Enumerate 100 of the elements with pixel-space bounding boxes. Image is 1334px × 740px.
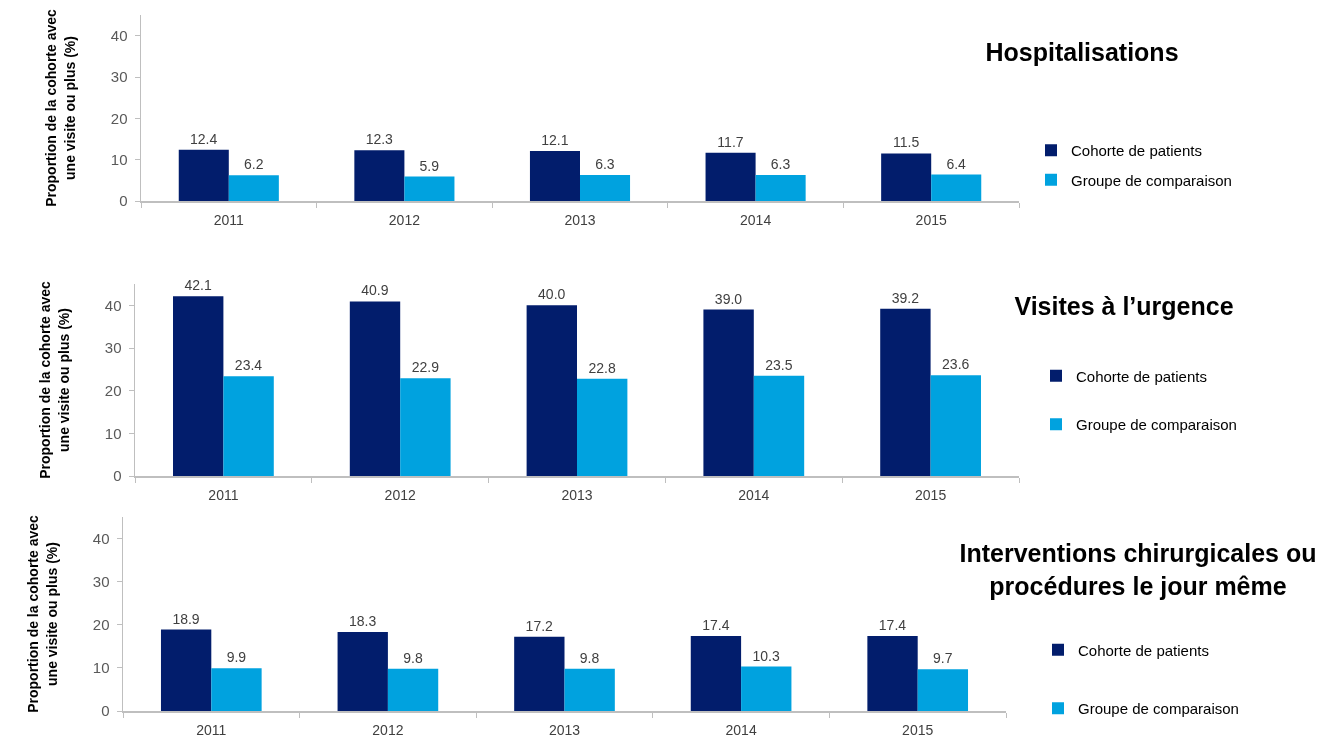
- x-tick-label: 2015: [915, 212, 947, 229]
- x-tick-label: 2011: [208, 487, 239, 504]
- bar: [880, 308, 931, 476]
- bar: [514, 636, 565, 711]
- y-tick-label: 0: [101, 702, 110, 720]
- data-label: 40.9: [361, 282, 389, 299]
- bar: [404, 176, 455, 201]
- legend-label: Cohorte de patients: [1078, 641, 1209, 659]
- data-label: 39.0: [714, 290, 743, 307]
- y-tick-label: 20: [92, 616, 110, 634]
- data-label: 9.7: [933, 650, 953, 667]
- data-label: 39.2: [891, 289, 920, 306]
- bar: [529, 150, 580, 201]
- bar: [917, 669, 969, 711]
- x-tick-label: 2015: [902, 722, 934, 739]
- text: Interventions chirurgicales ou procédures le jour même: [959, 539, 1317, 600]
- bar: [400, 378, 451, 476]
- bar: [349, 301, 401, 476]
- y-tick-label: 10: [110, 150, 128, 168]
- bar: [705, 152, 756, 201]
- x-tick-label: 2013: [561, 487, 593, 504]
- y-axis-title: Proportion de la cohorte avec une visite ou plus (%): [43, 8, 78, 207]
- legend-label: Groupe de comparaison: [1076, 416, 1237, 434]
- y-axis-title: Proportion de la cohorte avec une visite ou plus (%): [25, 514, 60, 713]
- data-label: 40.0: [538, 286, 566, 303]
- data-label: 11.7: [717, 133, 744, 150]
- bar: [387, 668, 439, 711]
- data-label: 6.4: [946, 155, 967, 172]
- legend-label: Groupe de comparaison: [1071, 171, 1232, 189]
- y-tick-label: 40: [92, 529, 110, 547]
- x-tick-label: 2014: [740, 212, 772, 229]
- data-label: 23.6: [942, 356, 970, 373]
- y-tick-label: 20: [110, 109, 128, 127]
- y-tick-label: 0: [119, 192, 128, 210]
- y-tick-label: 10: [104, 424, 122, 442]
- bar: [526, 305, 577, 476]
- y-tick-label: 40: [104, 296, 122, 314]
- bar: [354, 150, 405, 201]
- bar: [690, 635, 742, 711]
- bar: [228, 175, 279, 201]
- x-tick-label: 2012: [384, 487, 416, 504]
- x-tick-label: 2011: [213, 212, 245, 229]
- x-tick-label: 2012: [372, 722, 404, 739]
- bar: [703, 309, 754, 476]
- bar: [160, 629, 212, 711]
- legend-label: Cohorte de patients: [1071, 142, 1202, 160]
- bar: [564, 668, 615, 711]
- y-tick-label: 30: [110, 68, 128, 86]
- bar: [753, 375, 805, 476]
- x-tick-label: 2011: [196, 722, 227, 739]
- data-label: 12.4: [190, 130, 218, 147]
- data-label: 12.3: [365, 131, 394, 148]
- y-tick-label: 30: [104, 339, 122, 357]
- bar: [211, 668, 262, 711]
- data-label: 6.3: [595, 155, 615, 172]
- text: Visites à l’urgence: [1014, 291, 1234, 320]
- data-label: 6.2: [243, 156, 264, 173]
- x-tick-label: 2012: [388, 212, 421, 229]
- bar: [577, 378, 628, 476]
- y-tick-label: 0: [113, 467, 122, 485]
- data-label: 22.8: [588, 359, 616, 376]
- bar: [178, 149, 229, 201]
- x-tick-label: 2014: [738, 487, 770, 504]
- data-label: 9.9: [226, 649, 247, 666]
- data-label: 23.4: [234, 357, 263, 374]
- bar: [755, 174, 806, 201]
- data-label: 9.8: [403, 649, 423, 666]
- data-label: 5.9: [419, 157, 440, 174]
- x-tick-label: 2015: [915, 487, 947, 504]
- data-label: 23.5: [765, 356, 793, 373]
- text: Hospitalisations: [985, 37, 1179, 66]
- bar: [223, 376, 274, 476]
- data-label: 17.4: [702, 616, 730, 633]
- bar: [931, 174, 982, 201]
- x-tick-label: 2013: [564, 212, 596, 229]
- bar: [580, 174, 631, 201]
- data-label: 17.2: [525, 617, 554, 634]
- x-tick-label: 2013: [548, 722, 581, 739]
- data-label: 12.1: [541, 131, 569, 148]
- data-label: 9.8: [579, 649, 600, 666]
- legend-label: Cohorte de patients: [1076, 367, 1207, 385]
- bar: [930, 375, 981, 476]
- legend-label: Groupe de comparaison: [1078, 700, 1239, 718]
- data-label: 18.9: [172, 610, 200, 627]
- y-tick-label: 40: [110, 26, 128, 44]
- data-label: 22.9: [411, 359, 440, 376]
- data-label: 18.3: [349, 613, 377, 630]
- bar: [881, 153, 932, 201]
- y-tick-label: 10: [92, 659, 110, 677]
- y-axis-title: Proportion de la cohorte avec une visite ou plus (%): [37, 280, 72, 479]
- data-label: 42.1: [184, 277, 212, 294]
- data-label: 10.3: [752, 647, 780, 664]
- data-label: 11.5: [892, 134, 920, 151]
- bar: [337, 632, 388, 711]
- bar: [867, 635, 918, 711]
- data-label: 6.3: [770, 155, 791, 172]
- bar: [741, 666, 792, 711]
- data-label: 17.4: [878, 616, 907, 633]
- bar: [173, 296, 224, 476]
- x-tick-label: 2014: [725, 722, 757, 739]
